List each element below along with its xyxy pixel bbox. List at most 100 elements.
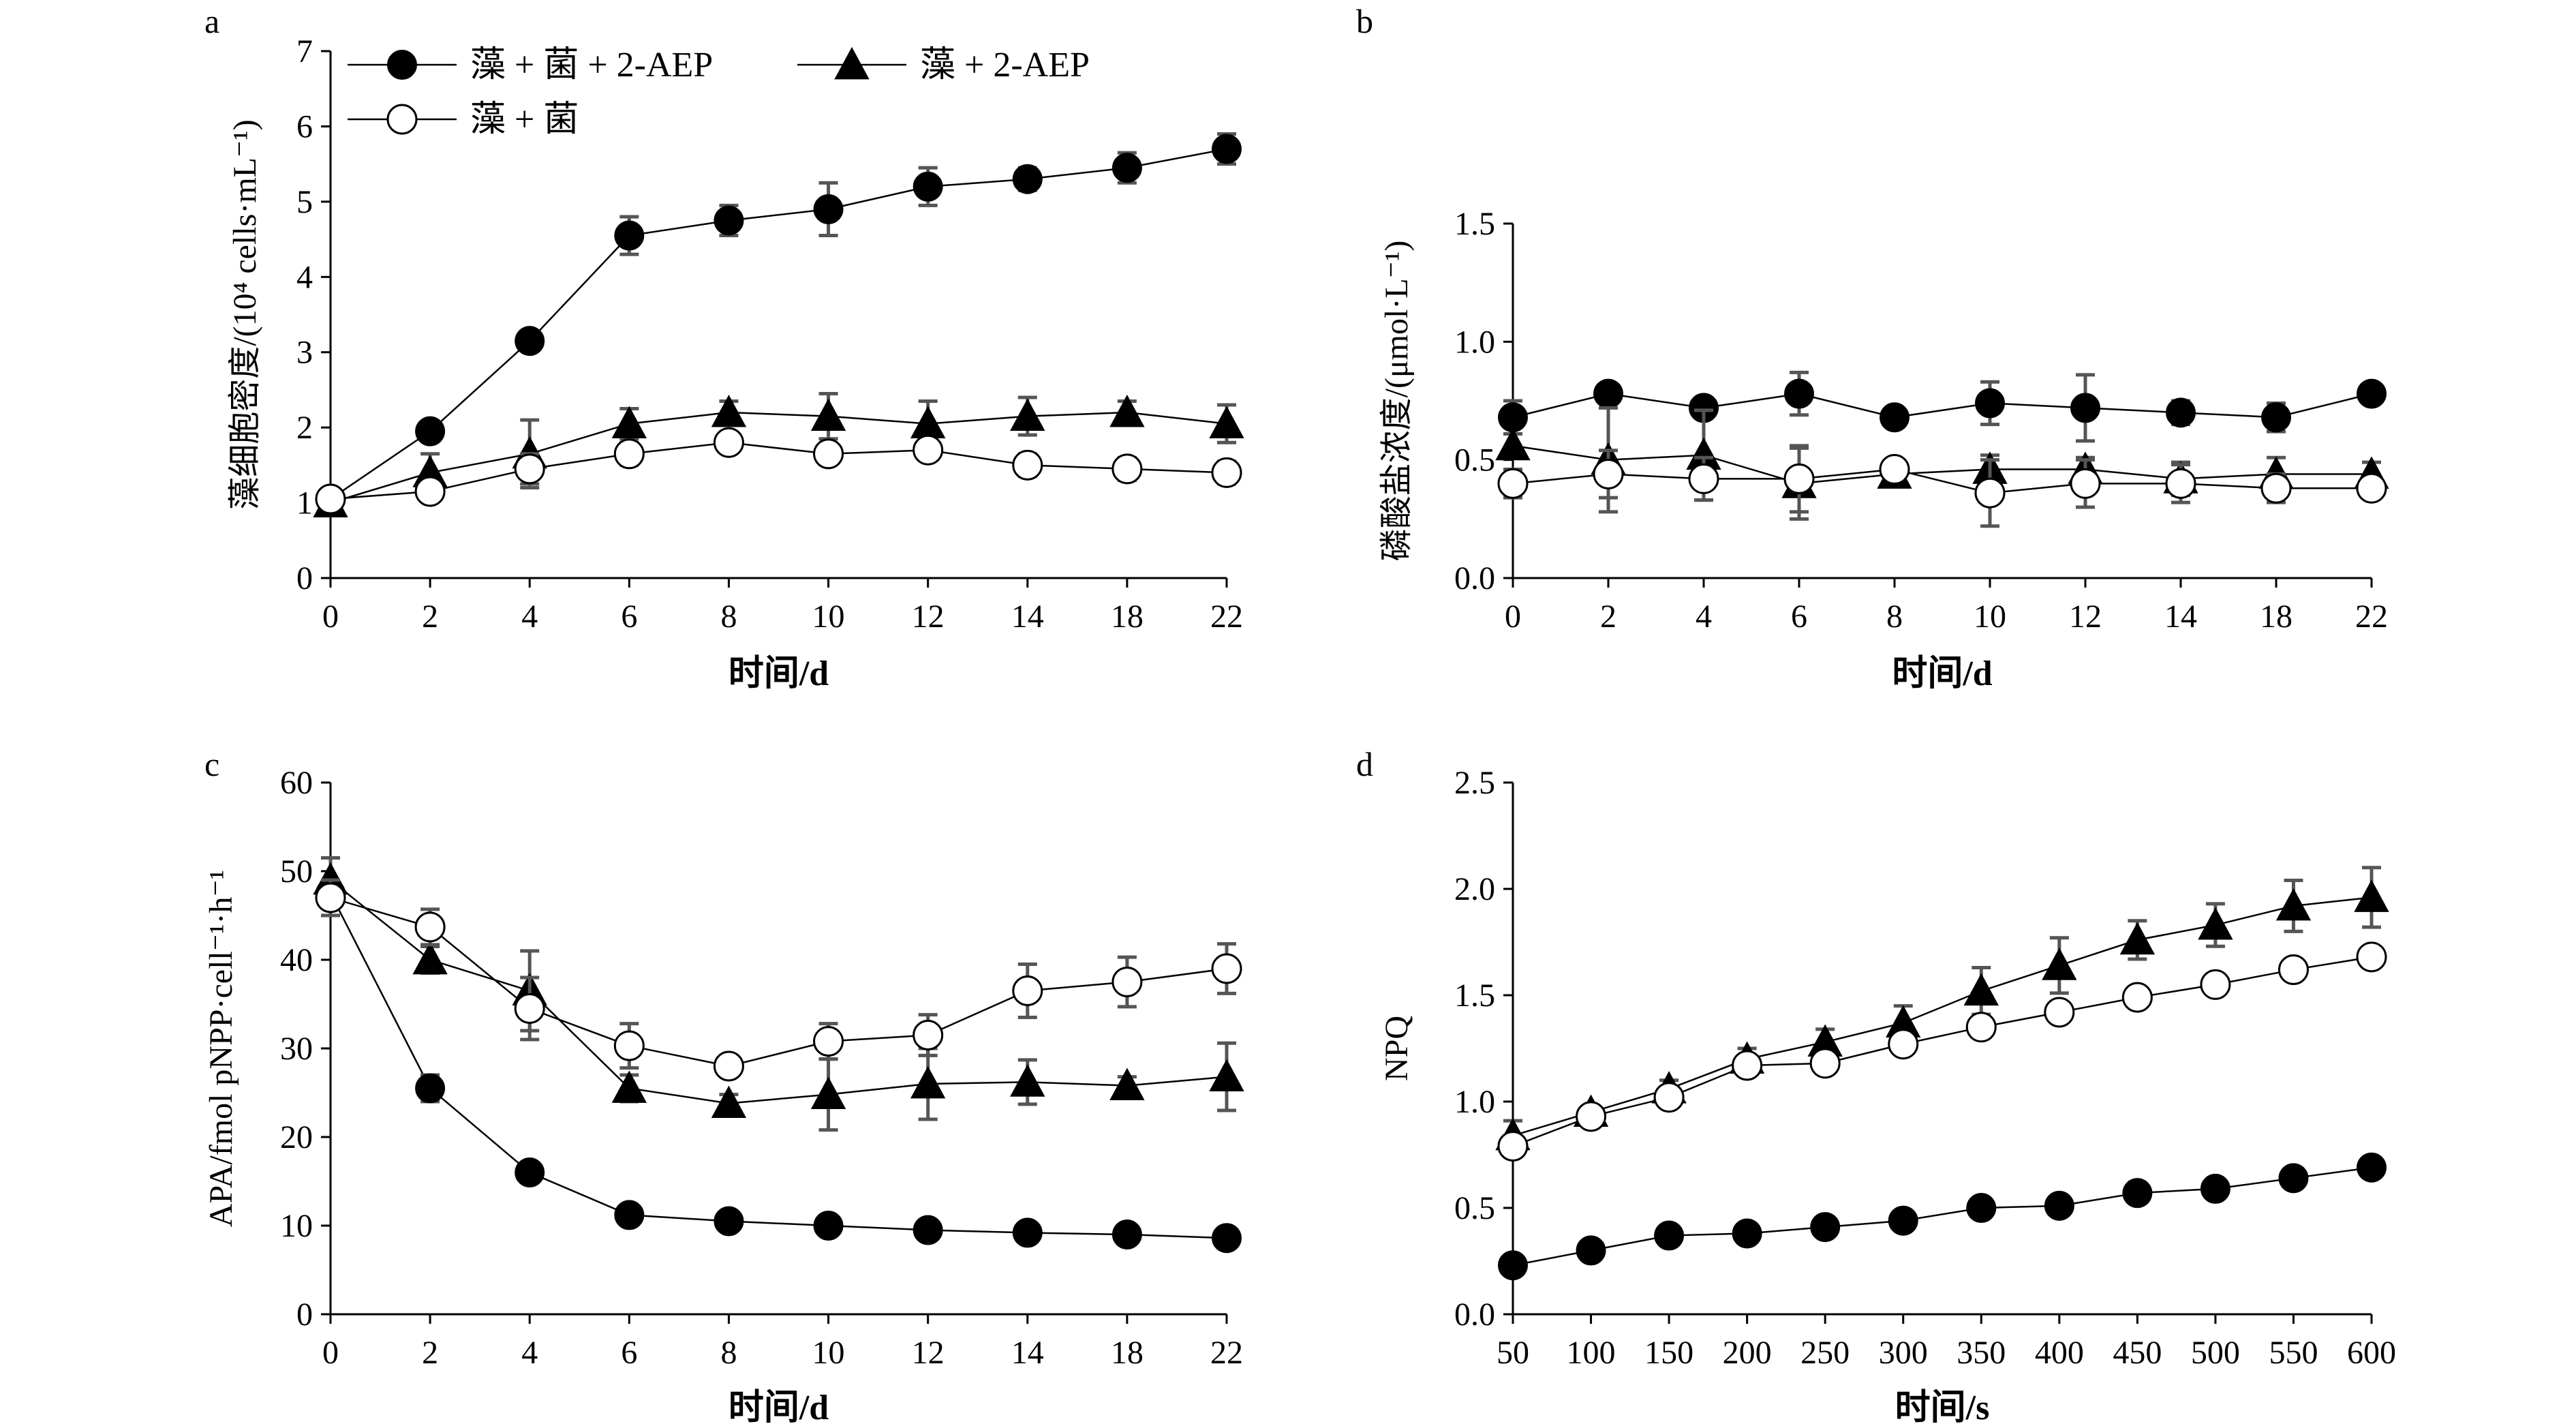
data-point bbox=[614, 1200, 645, 1230]
series-line bbox=[330, 879, 1227, 1104]
y-tick-label: 1.5 bbox=[1454, 206, 1495, 242]
x-axis-title: 时间/d bbox=[729, 654, 829, 693]
y-tick-label: 4 bbox=[296, 259, 313, 295]
data-point bbox=[2357, 378, 2387, 409]
y-tick-label: 1.0 bbox=[1454, 324, 1495, 360]
x-tick-label: 14 bbox=[2164, 599, 2197, 635]
data-point bbox=[1653, 1082, 1685, 1113]
series-open-circle bbox=[315, 427, 1242, 515]
data-point bbox=[1012, 1217, 1043, 1248]
data-point bbox=[514, 453, 545, 485]
y-tick-label: 0.5 bbox=[1454, 442, 1495, 479]
series-filled-circle bbox=[316, 132, 1242, 515]
data-point bbox=[1688, 463, 1719, 494]
data-point bbox=[2200, 1173, 2230, 1204]
data-point bbox=[1576, 1235, 1606, 1266]
data-point bbox=[1012, 449, 1043, 481]
x-tick-label: 18 bbox=[1111, 599, 1144, 635]
legend-marker bbox=[387, 50, 417, 80]
series-open-circle bbox=[1497, 444, 2387, 528]
x-tick-label: 6 bbox=[621, 599, 637, 635]
data-point bbox=[1495, 427, 1531, 461]
x-tick-label: 4 bbox=[521, 599, 538, 635]
panel-letter: c bbox=[204, 745, 219, 783]
x-tick-label: 12 bbox=[912, 1335, 945, 1371]
x-tick-label: 400 bbox=[2035, 1335, 2084, 1371]
data-point bbox=[2354, 879, 2389, 912]
data-point bbox=[1576, 1101, 1607, 1132]
data-point bbox=[514, 993, 545, 1024]
y-tick-label: 3 bbox=[296, 335, 313, 371]
data-point bbox=[414, 911, 446, 943]
data-point bbox=[1888, 1029, 1919, 1060]
x-tick-label: 6 bbox=[1791, 599, 1807, 635]
y-tick-label: 0.0 bbox=[1454, 560, 1495, 596]
data-point bbox=[2278, 954, 2309, 986]
series-line bbox=[1512, 444, 2372, 485]
y-tick-label: 20 bbox=[280, 1119, 313, 1155]
data-point bbox=[1209, 1059, 1244, 1091]
y-tick-label: 6 bbox=[296, 108, 313, 145]
x-tick-label: 14 bbox=[1011, 599, 1044, 635]
y-tick-label: 1 bbox=[296, 485, 313, 521]
data-point bbox=[2356, 472, 2387, 504]
data-point bbox=[412, 941, 448, 975]
x-axis-title: 时间/d bbox=[729, 1389, 829, 1424]
data-point bbox=[1732, 1050, 1763, 1081]
data-point bbox=[910, 1065, 946, 1099]
x-tick-label: 550 bbox=[2269, 1335, 2318, 1371]
data-point bbox=[315, 483, 346, 515]
panel-b: b 0.0 0.5 1.0 1.5 0 2 4 6 8 10 12 14 18 22 时间/d 磷酸盐浓度/(μ… bbox=[1356, 2, 2389, 693]
data-point bbox=[913, 434, 944, 466]
data-point bbox=[913, 171, 943, 202]
x-tick-label: 0 bbox=[1505, 599, 1521, 635]
series-line bbox=[330, 896, 1227, 1067]
data-point bbox=[1593, 458, 1624, 489]
series-filled-circle bbox=[316, 878, 1242, 1254]
data-point bbox=[614, 220, 645, 251]
y-tick-label: 5 bbox=[296, 184, 313, 220]
data-point bbox=[1211, 953, 1242, 984]
y-tick-label: 40 bbox=[280, 942, 313, 978]
x-tick-label: 14 bbox=[1011, 1335, 1044, 1371]
series-line bbox=[1512, 896, 2372, 1137]
data-point bbox=[711, 394, 747, 427]
data-point bbox=[1109, 1067, 1145, 1100]
data-point bbox=[1732, 1218, 1762, 1249]
data-point bbox=[1109, 394, 1145, 427]
data-point bbox=[713, 1050, 744, 1082]
data-point bbox=[2119, 922, 2156, 955]
data-point bbox=[2122, 1178, 2153, 1209]
data-point bbox=[813, 1026, 844, 1057]
x-tick-label: 150 bbox=[1644, 1335, 1693, 1371]
x-tick-label: 18 bbox=[1111, 1335, 1144, 1371]
data-point bbox=[1111, 153, 1142, 183]
data-point bbox=[1010, 398, 1045, 431]
x-tick-label: 0 bbox=[322, 599, 339, 635]
y-tick-label: 0.5 bbox=[1454, 1190, 1495, 1226]
data-point bbox=[711, 1085, 747, 1118]
data-point bbox=[1809, 1048, 1841, 1079]
data-point bbox=[1975, 388, 2005, 419]
legend-label: 藻 + 菌 + 2-AEP bbox=[470, 46, 713, 85]
data-point bbox=[2275, 888, 2312, 921]
y-tick-label: 60 bbox=[280, 765, 313, 801]
data-point bbox=[713, 427, 744, 458]
data-point bbox=[2044, 1190, 2074, 1221]
data-point bbox=[2070, 393, 2100, 423]
data-point bbox=[515, 1157, 545, 1187]
data-point bbox=[913, 1020, 944, 1050]
x-tick-label: 12 bbox=[2069, 599, 2102, 635]
data-point bbox=[1879, 454, 1910, 485]
series-line bbox=[330, 441, 1227, 500]
x-tick-label: 6 bbox=[621, 1335, 637, 1371]
series-filled-triangle bbox=[313, 391, 1244, 517]
panel-letter: d bbox=[1356, 745, 1373, 783]
y-tick-label: 1.0 bbox=[1454, 1084, 1495, 1120]
data-point bbox=[810, 1076, 846, 1109]
series-filled-triangle bbox=[1495, 866, 2389, 1153]
x-tick-label: 10 bbox=[812, 599, 845, 635]
data-point bbox=[1593, 378, 1623, 409]
y-tick-label: 2.5 bbox=[1454, 765, 1495, 801]
